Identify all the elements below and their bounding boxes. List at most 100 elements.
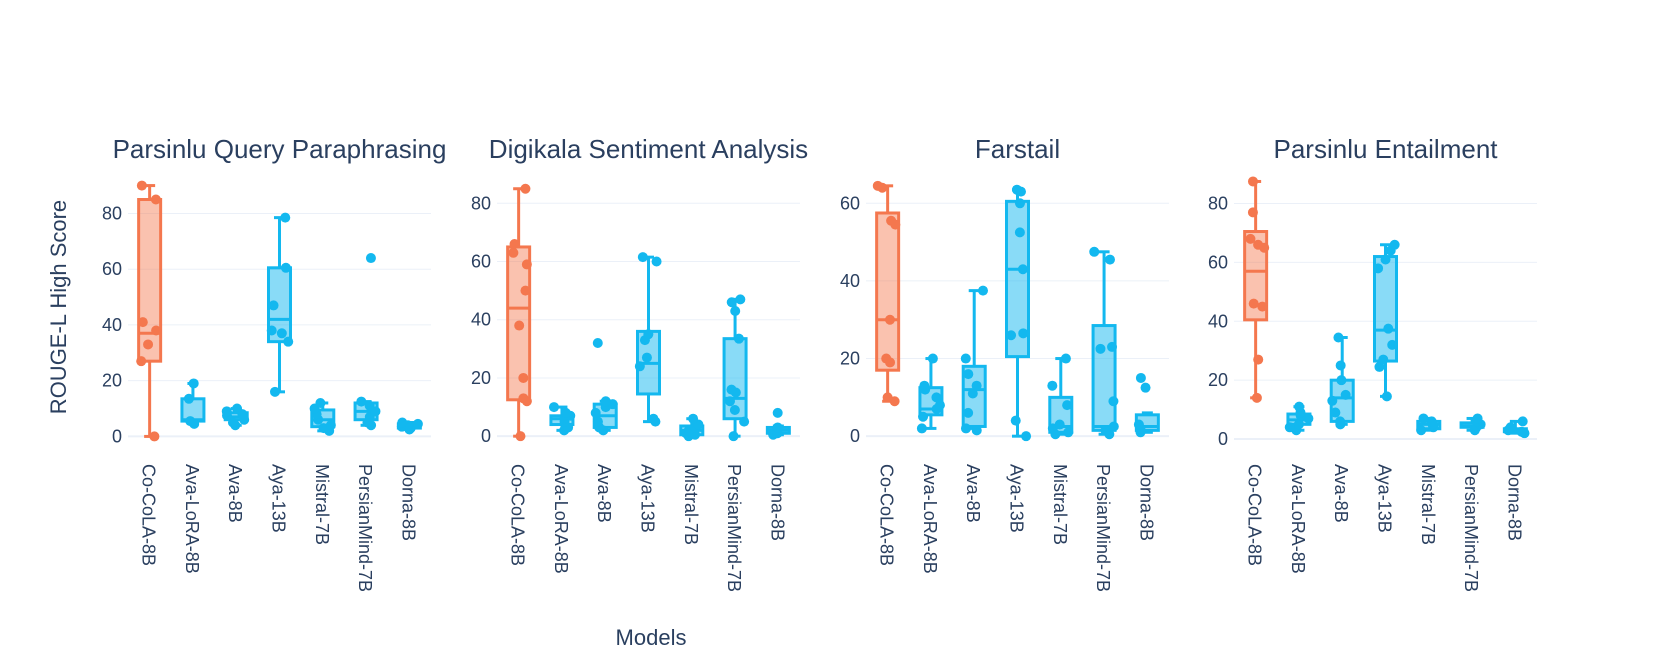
data-point [1335, 416, 1346, 427]
data-point [1140, 382, 1151, 393]
y-tick-label: 0 [112, 426, 122, 446]
data-point [1253, 354, 1264, 365]
data-point [1340, 389, 1351, 400]
data-point [637, 252, 648, 263]
data-point [280, 212, 291, 223]
data-point [364, 400, 375, 411]
y-tick-label: 80 [102, 203, 122, 223]
data-point [651, 256, 662, 267]
data-point [266, 325, 277, 336]
data-point [1374, 361, 1385, 372]
x-tick-label: PersianMind-7B [1093, 464, 1113, 592]
data-point [730, 306, 741, 316]
box-iqr [1091, 324, 1117, 432]
data-point [1017, 264, 1028, 275]
data-point [1100, 425, 1111, 436]
data-point [960, 423, 971, 434]
data-point [1303, 413, 1314, 424]
data-point [1104, 254, 1115, 265]
data-point [1014, 227, 1025, 238]
y-axis-title: ROUGE-L High Score [46, 200, 71, 414]
y-tick-label: 60 [102, 259, 122, 279]
data-point [1381, 391, 1392, 402]
data-point [1389, 239, 1400, 250]
box-dorna-8b [396, 417, 423, 435]
x-tick-label: Ava-LoRA-8B [1288, 464, 1308, 574]
data-point [1294, 401, 1305, 412]
box-co-cola-8b [872, 180, 901, 407]
data-point [1378, 354, 1389, 365]
panel-title: Parsinlu Query Paraphrasing [113, 134, 447, 164]
box-co-cola-8b [136, 180, 163, 442]
data-point [518, 393, 529, 404]
box-persianmind-7b [353, 253, 381, 431]
data-point [1011, 184, 1022, 195]
x-tick-label: Dorna-8B [1136, 464, 1156, 541]
panel-4: Parsinlu Entailment 0 20 40 60 80 Co-CoLA-8B Av… [1208, 134, 1537, 592]
data-point [269, 386, 280, 397]
data-point [881, 353, 892, 364]
x-tick-label: Mistral-7B [681, 464, 701, 545]
data-point [1054, 419, 1065, 430]
panel-title: Parsinlu Entailment [1274, 134, 1499, 164]
box-ava-8b [1327, 332, 1355, 430]
x-tick-label: Ava-8B [1331, 464, 1351, 523]
data-point [648, 413, 659, 424]
data-point [688, 413, 699, 424]
box-iqr [875, 211, 901, 372]
box-persianmind-7b [722, 294, 750, 442]
data-point [268, 300, 279, 311]
data-point [1373, 263, 1384, 274]
y-tick-label: 80 [471, 193, 491, 213]
x-tick-label: Ava-8B [594, 464, 614, 523]
y-tick-label: 0 [850, 426, 860, 446]
data-point [1251, 392, 1262, 403]
box-ava-8b [960, 285, 988, 436]
data-point [518, 372, 529, 383]
data-point [520, 285, 531, 296]
data-point [1416, 425, 1427, 436]
data-point [1095, 343, 1106, 354]
x-tick-label: Aya-13B [638, 464, 658, 533]
x-tick-label: Co-CoLA-8B [877, 464, 897, 566]
data-point [934, 400, 945, 411]
data-point [1333, 332, 1344, 343]
box-aya-13b [1005, 184, 1032, 442]
box-persianmind-7b [1459, 413, 1486, 436]
data-point [724, 396, 735, 407]
data-point [1335, 360, 1346, 371]
box-ava-8b [221, 403, 250, 431]
data-point [227, 417, 238, 428]
data-point [726, 384, 737, 395]
y-tick-label: 40 [1208, 311, 1228, 331]
data-point [977, 285, 988, 296]
data-point [149, 431, 160, 442]
data-point [1336, 375, 1347, 386]
data-point [560, 407, 571, 418]
x-tick-label: Ava-8B [225, 464, 245, 523]
box-mistral-7b [679, 413, 705, 442]
data-point [735, 294, 746, 305]
x-tick-label: Ava-8B [963, 464, 983, 523]
data-point [872, 180, 883, 191]
data-point [1006, 330, 1017, 341]
x-tick-label: Dorna-8B [1504, 464, 1524, 541]
data-point [232, 403, 243, 414]
data-point [1062, 400, 1073, 411]
data-point [509, 239, 520, 250]
data-point [729, 404, 740, 415]
data-point [1021, 431, 1032, 442]
data-point [1248, 298, 1259, 309]
panel-2: Digikala Sentiment Analysis 0 20 40 60 80 Co-C… [471, 134, 808, 592]
data-point [592, 338, 603, 349]
data-point [1253, 239, 1264, 250]
y-tick-label: 0 [481, 426, 491, 446]
data-point [412, 418, 423, 429]
data-point [143, 339, 154, 350]
data-point [188, 378, 199, 389]
data-point [916, 423, 927, 434]
data-point [739, 416, 750, 427]
x-tick-label: Mistral-7B [312, 464, 332, 545]
